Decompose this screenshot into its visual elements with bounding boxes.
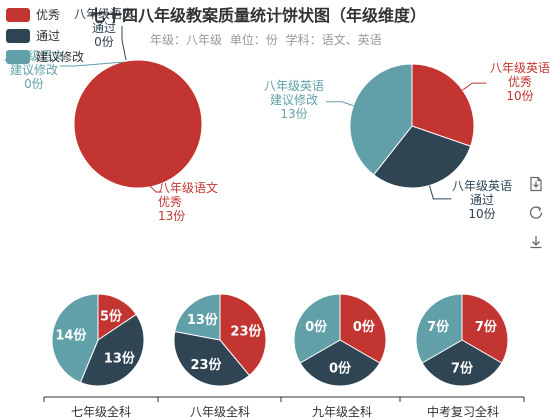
- grade7-all-pie-slice-2: [51, 293, 99, 384]
- legend-label: 通过: [36, 29, 61, 43]
- category-axis-label: 中考复习全科: [427, 404, 499, 419]
- legend-item-pass[interactable]: 通过: [6, 25, 84, 46]
- legend-swatch: [6, 7, 30, 22]
- exam-review-all-value-label: 7份: [475, 319, 498, 335]
- english-pass-label: 八年级英语通过 10份: [452, 179, 512, 221]
- exam-review-all-pie-slice-2: [415, 293, 463, 364]
- grade8-all-pie-slice-0: [219, 293, 267, 377]
- label-line-pass: [121, 26, 127, 61]
- legend: 优秀 通过 建议修改: [6, 4, 84, 67]
- toolbox: [528, 176, 544, 263]
- grade9-all-pie-slice-0: [339, 293, 387, 364]
- category-axis-label: 九年级全科: [312, 404, 372, 419]
- grade9-all-value-label: 0份: [305, 319, 328, 335]
- legend-label: 建议修改: [36, 50, 85, 64]
- legend-item-revise[interactable]: 建议修改: [6, 46, 84, 67]
- english-pie-slice-0: [411, 63, 475, 147]
- label-line-revise: [60, 61, 125, 67]
- grade7-all-value-label: 13份: [104, 351, 136, 367]
- english-pie-slice-1: [372, 125, 472, 189]
- grade8-all-value-label: 13份: [187, 312, 219, 328]
- grade7-all-pie-slice-1: [79, 313, 145, 387]
- chart-title: 七十四八年级教案质量统计饼状图（年级维度）: [90, 6, 427, 25]
- grade8-all-value-label: 23份: [230, 324, 262, 340]
- grade9-all-value-label: 0份: [353, 319, 376, 335]
- grade8-all-pie-slice-1: [173, 330, 251, 387]
- category-axis-label: 七年级全科: [71, 404, 131, 419]
- chinese-excellent-label: 八年级语文优秀 13份: [158, 180, 218, 223]
- english-revise-label: 八年级英语建议修改 13份: [264, 79, 324, 121]
- grade9-all-value-label: 0份: [329, 361, 352, 377]
- label-line-excellent: [462, 82, 487, 91]
- chinese-pass-label: 八年级语文通过 0份: [74, 6, 134, 49]
- label-line-pass: [428, 185, 452, 200]
- download-icon[interactable]: [528, 234, 544, 250]
- grade9-all-pie-slice-1: [299, 339, 381, 387]
- exam-review-all-value-label: 7份: [427, 319, 450, 335]
- label-line-revise: [326, 101, 354, 107]
- chinese-pie-slice-0: [73, 59, 203, 189]
- grade8-all-value-label: 23份: [190, 357, 222, 373]
- exam-review-all-value-label: 7份: [451, 361, 474, 377]
- english-excellent-label: 八年级英语优秀 10份: [490, 61, 550, 103]
- grade8-all-pie-slice-2: [174, 293, 221, 341]
- exam-review-all-pie-slice-0: [461, 293, 509, 364]
- legend-swatch: [6, 49, 30, 64]
- category-axis-label: 八年级全科: [190, 404, 250, 419]
- legend-label: 优秀: [36, 8, 61, 22]
- legend-item-excellent[interactable]: 优秀: [6, 4, 84, 25]
- label-line-excellent: [149, 185, 162, 193]
- grade7-all-value-label: 14份: [55, 328, 87, 344]
- grade7-all-value-label: 5份: [100, 309, 123, 325]
- grade9-all-pie-slice-2: [293, 293, 341, 364]
- exam-review-all-pie-slice-1: [421, 339, 503, 387]
- restore-icon[interactable]: [528, 205, 544, 221]
- english-pie-slice-2: [349, 63, 413, 176]
- save-image-icon[interactable]: [528, 176, 544, 192]
- legend-swatch: [6, 28, 30, 43]
- chart-subtitle: 年级：八年级 单位：份 学科：语文、英语: [150, 33, 382, 47]
